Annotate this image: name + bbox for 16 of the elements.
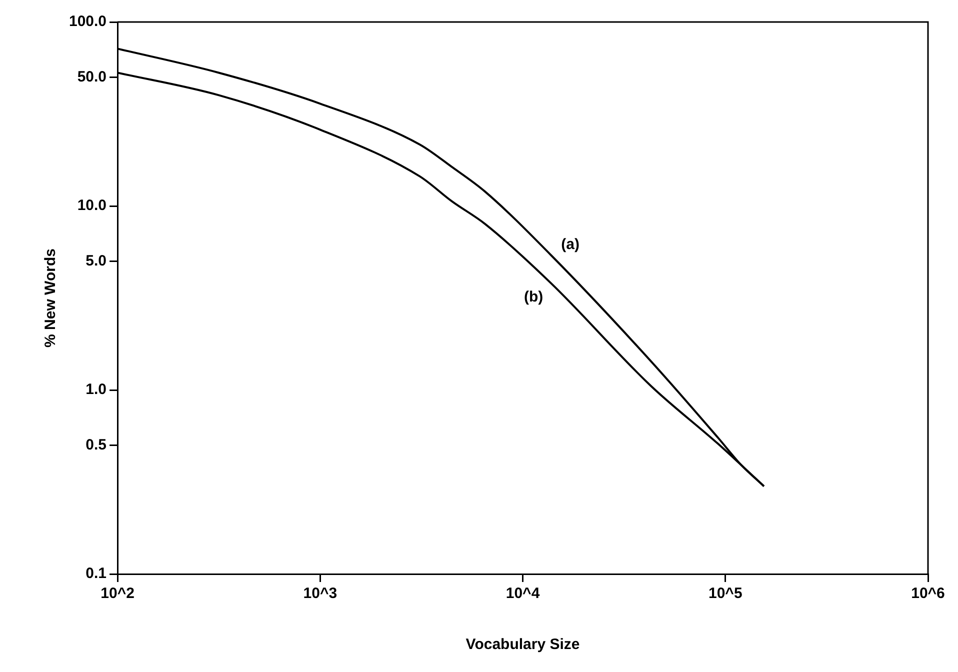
- y-tick-label: 100.0: [68, 13, 107, 30]
- y-tick-label: 0.5: [86, 436, 107, 454]
- y-tick-label: 0.1: [86, 565, 107, 582]
- x-tick-label: 10^5: [708, 585, 742, 602]
- y-axis-title: % New Words: [42, 248, 60, 348]
- y-tick-label: 5.0: [86, 252, 107, 270]
- x-axis-title: Vocabulary Size: [466, 636, 580, 654]
- x-tick-label: 10^6: [911, 585, 945, 602]
- x-tick-label: 10^3: [303, 585, 338, 602]
- x-tick-label: 10^4: [506, 585, 540, 602]
- y-tick-label: 10.0: [77, 197, 107, 214]
- y-tick-label: 1.0: [86, 381, 107, 398]
- series-label: (b): [524, 288, 544, 306]
- x-tick-label: 10^2: [100, 585, 134, 602]
- y-tick-label: 50.0: [77, 68, 107, 86]
- series-label: (a): [561, 236, 580, 254]
